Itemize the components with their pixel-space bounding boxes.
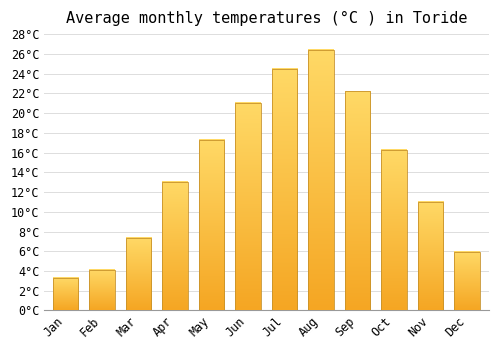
Bar bbox=[345, 91, 370, 310]
Bar bbox=[162, 182, 188, 310]
Title: Average monthly temperatures (°C ) in Toride: Average monthly temperatures (°C ) in To… bbox=[66, 11, 467, 26]
Bar bbox=[272, 69, 297, 310]
Bar bbox=[454, 252, 480, 310]
Bar bbox=[382, 150, 407, 310]
Bar bbox=[308, 50, 334, 310]
Bar bbox=[53, 278, 78, 310]
Bar bbox=[90, 270, 115, 310]
Bar bbox=[126, 238, 152, 310]
Bar bbox=[199, 140, 224, 310]
Bar bbox=[418, 202, 444, 310]
Bar bbox=[236, 103, 261, 310]
